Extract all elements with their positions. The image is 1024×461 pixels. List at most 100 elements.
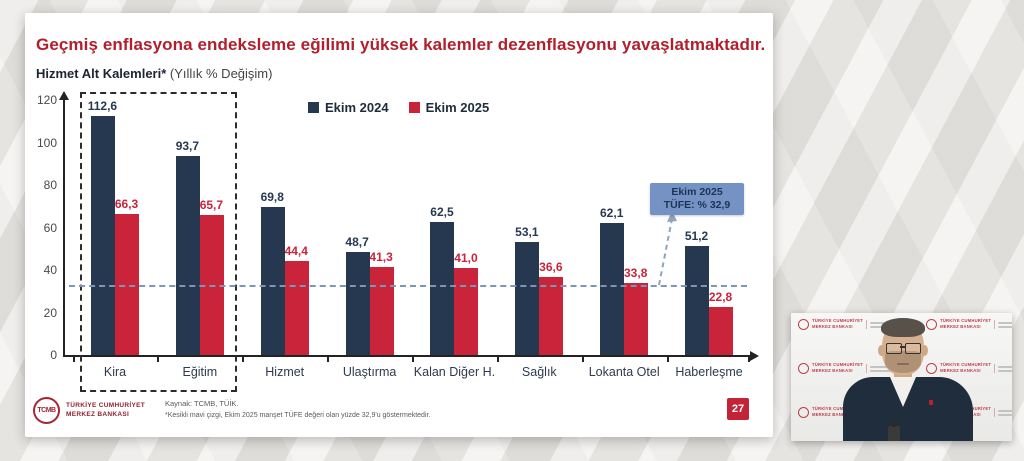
bar-ekim-2024-2 xyxy=(260,207,285,355)
bar-value-label: 62,5 xyxy=(430,205,454,219)
bar-ekim-2025-2 xyxy=(284,261,309,355)
bar-value-label: 48,7 xyxy=(345,235,369,249)
glasses-lens xyxy=(886,343,902,354)
x-axis-label-7: Haberleşme xyxy=(675,365,743,379)
tufe-annotation-box: Ekim 2025 TÜFE: % 32,9 xyxy=(650,183,744,215)
backdrop-gray-lines xyxy=(870,365,895,372)
legend-item-ekim-2024: Ekim 2024 xyxy=(308,100,389,115)
x-axis-tick xyxy=(72,355,75,362)
speaker-ear xyxy=(921,345,928,356)
x-axis-label-2: Hizmet xyxy=(265,365,305,379)
tcmb-emblem-icon xyxy=(926,319,938,330)
slide-title: Geçmiş enflasyona endeksleme eğilimi yük… xyxy=(36,35,766,54)
x-axis-label-4: Kalan Diğer H. xyxy=(413,365,496,379)
bar-ekim-2024-3 xyxy=(345,252,370,355)
bar-value-label: 51,2 xyxy=(684,229,709,243)
bar-value-label: 44,4 xyxy=(284,244,308,258)
bar-value-label: 93,7 xyxy=(175,139,200,153)
glasses-lens xyxy=(905,343,921,354)
legend-label: Ekim 2025 xyxy=(425,100,490,115)
x-axis-tick xyxy=(666,355,669,362)
bar-value-label: 41,3 xyxy=(369,250,393,264)
tcmb-logo-line2: MERKEZ BANKASI xyxy=(66,410,130,418)
bar-ekim-2024-7 xyxy=(685,246,710,355)
bar-ekim-2025-5 xyxy=(539,277,564,355)
backdrop-gray-lines xyxy=(998,409,1012,416)
source-block: Kaynak: TCMB, TÜİK. *Kesikli mavi çizgi,… xyxy=(165,399,430,419)
bar-value-label: 112,6 xyxy=(87,99,118,113)
speaker-person xyxy=(791,313,1012,441)
annotation-line-1: Ekim 2025 xyxy=(671,185,723,198)
bar-ekim-2024-1 xyxy=(175,156,200,355)
bar-ekim-2024-0 xyxy=(91,116,115,355)
backdrop-divider xyxy=(994,320,996,329)
backdrop-divider xyxy=(866,364,868,373)
y-axis-label-120: 120 xyxy=(36,93,57,107)
x-axis-arrow-icon xyxy=(750,351,759,361)
y-axis-label-20: 20 xyxy=(43,305,57,320)
x-axis-label-1: Eğitim xyxy=(182,365,218,379)
legend-label: Ekim 2024 xyxy=(325,100,389,115)
source-text: Kaynak: TCMB, TÜİK. xyxy=(165,399,239,408)
speaker-glasses xyxy=(885,343,921,354)
bar-ekim-2025-1 xyxy=(199,215,224,355)
speaker-lapel-pin xyxy=(929,400,933,405)
bar-ekim-2024-5 xyxy=(515,242,540,355)
chart-subtitle-bold: Hizmet Alt Kalemleri* xyxy=(36,66,167,81)
x-axis-label-0: Kira xyxy=(103,365,127,379)
speaker-beard xyxy=(885,351,921,373)
tcmb-logo: TCMB TÜRKİYE CUMHURİYET MERKEZ BANKASI xyxy=(33,397,145,424)
annotation-dashed-arrow-icon xyxy=(658,211,677,286)
bar-ekim-2024-4 xyxy=(430,222,455,355)
x-axis-tick xyxy=(496,355,499,362)
x-axis-label-5: Sağlık xyxy=(521,365,557,379)
legend-swatch-red xyxy=(408,102,420,113)
backdrop-gray-lines xyxy=(998,365,1012,372)
backdrop-divider xyxy=(994,408,996,417)
x-axis-label-6: Lokanta Otel xyxy=(588,365,660,379)
x-axis-tick xyxy=(581,355,584,362)
tcmb-emblem-icon xyxy=(798,363,809,374)
tcmb-emblem-icon: TCMB xyxy=(33,397,60,424)
bar-ekim-2025-3 xyxy=(369,267,394,355)
backdrop-divider xyxy=(994,364,996,373)
bar-value-label: 22,8 xyxy=(708,290,733,304)
glasses-bridge xyxy=(900,346,905,348)
x-axis-tick xyxy=(748,355,750,362)
y-axis-label-0: 0 xyxy=(50,348,57,362)
x-axis-tick xyxy=(242,355,245,362)
bar-chart-plot-area: Ekim 2025 TÜFE: % 32,9 112,6 66,3 Kira 93,7… xyxy=(59,91,759,392)
bar-value-label: 53,1 xyxy=(515,225,539,239)
tufe-threshold-dashed-line xyxy=(69,285,747,288)
bar-value-label: 33,8 xyxy=(624,266,648,280)
tcmb-logo-line1: TÜRKİYE CUMHURİYET xyxy=(66,402,146,410)
microphone-icon xyxy=(888,425,900,441)
x-axis-tick xyxy=(412,355,414,362)
bar-value-label: 69,8 xyxy=(260,190,284,204)
y-axis-arrow-icon xyxy=(59,91,69,100)
y-axis-label-60: 60 xyxy=(43,220,57,235)
bar-ekim-2024-6 xyxy=(600,223,625,355)
y-axis-label-40: 40 xyxy=(43,263,57,277)
chart-subtitle-unit: (Yıllık % Değişim) xyxy=(166,66,273,81)
x-axis-tick xyxy=(157,355,160,362)
y-axis-label-100: 100 xyxy=(36,135,57,150)
bar-value-label: 66,3 xyxy=(114,197,139,211)
bar-ekim-2025-4 xyxy=(454,268,479,355)
speaker-ear xyxy=(878,345,885,356)
backdrop-divider xyxy=(866,320,868,329)
tcmb-emblem-icon xyxy=(798,407,809,418)
x-axis-label-3: Ulaştırma xyxy=(342,365,397,379)
bar-ekim-2025-0 xyxy=(115,214,139,355)
x-axis-tick xyxy=(327,355,330,362)
bar-value-label: 65,7 xyxy=(199,198,224,212)
